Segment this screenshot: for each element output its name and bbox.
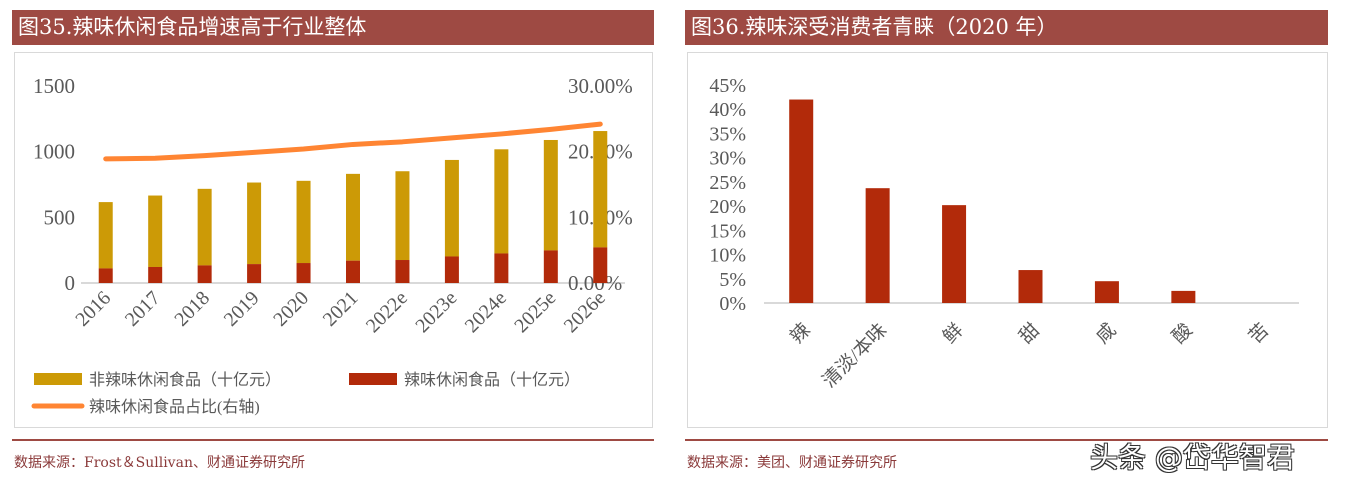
legend-label: 辣味休闲食品（十亿元）	[404, 371, 580, 389]
x-tick-label: 2024e	[461, 287, 511, 337]
legend-swatch-non-spicy	[34, 373, 82, 385]
y-tick-label: 40%	[709, 99, 746, 121]
bar	[1094, 281, 1119, 303]
bar	[789, 99, 814, 304]
bar-non-spicy	[494, 149, 509, 254]
bar-non-spicy	[395, 171, 410, 261]
x-tick-label: 清淡/本味	[818, 319, 891, 392]
bar-non-spicy	[247, 182, 262, 265]
bar-spicy	[346, 260, 360, 283]
y-tick-label: 0	[65, 271, 76, 295]
y-tick-label: 15%	[709, 220, 746, 242]
legend-swatch-spicy	[349, 373, 397, 385]
x-tick-label: 鲜	[939, 319, 968, 348]
legend-label: 非辣味休闲食品（十亿元）	[89, 371, 281, 389]
left-chart-frame: 0500100015000.00%10.00%20.00%30.00%20162…	[14, 52, 653, 428]
y-tick-label: 20%	[709, 196, 746, 218]
bar-spicy	[543, 250, 558, 283]
bar-non-spicy	[346, 173, 360, 261]
divider	[685, 439, 1328, 441]
bar-non-spicy	[543, 139, 558, 251]
bar-non-spicy	[98, 202, 113, 269]
left-chart-title: 图35.辣味休闲食品增速高于行业整体	[12, 10, 654, 45]
y-tick-label: 1000	[33, 140, 75, 164]
right-source: 数据来源：美团、财通证券研究所	[687, 455, 897, 471]
bar-non-spicy	[296, 180, 311, 264]
x-tick-label: 2021	[319, 287, 363, 331]
right-chart-title: 图36.辣味深受消费者青睐（2020 年）	[685, 10, 1328, 45]
x-tick-label: 苦	[1244, 319, 1273, 348]
y-tick-label: 1500	[33, 74, 75, 98]
y-tick-label: 5%	[719, 269, 746, 291]
y-tick-label: 30%	[709, 148, 746, 170]
bar	[1171, 290, 1196, 303]
bar	[1018, 270, 1043, 303]
x-tick-label: 酸	[1168, 319, 1197, 348]
bar-non-spicy	[444, 159, 459, 257]
y-tick-label: 25%	[709, 172, 746, 194]
y-tick-label: 45%	[709, 75, 746, 97]
watermark: 头条 @岱华智君	[1090, 441, 1295, 474]
bar	[942, 205, 967, 303]
y-tick-label: 10%	[709, 245, 746, 267]
bar-non-spicy	[197, 188, 212, 266]
bar	[865, 188, 890, 303]
left-chart: 0500100015000.00%10.00%20.00%30.00%20162…	[31, 74, 633, 416]
bar-spicy	[395, 260, 410, 283]
right-chart-frame: 0% 5% 10% 15% 20% 25% 30% 35% 40% 45% 辣清淡/本味 鲜 甜 咸 酸 苦	[687, 52, 1328, 428]
bar-spicy	[444, 256, 459, 283]
bar-spicy	[593, 247, 608, 283]
x-tick-label: 甜	[1015, 319, 1044, 348]
x-tick-label: 2025e	[510, 287, 560, 337]
x-tick-label: 2023e	[411, 287, 461, 337]
bar-non-spicy	[593, 131, 608, 248]
y-tick-label: 35%	[709, 123, 746, 145]
y-tick-label: 500	[44, 205, 76, 229]
legend-label: 辣味休闲食品占比(右轴)	[89, 398, 260, 416]
x-tick-label: 2020	[269, 287, 313, 331]
bar-spicy	[247, 264, 262, 283]
bar-spicy	[494, 253, 509, 283]
x-tick-label: 2022e	[362, 287, 412, 337]
x-tick-label: 咸	[1091, 319, 1120, 348]
bar-spicy	[197, 265, 212, 283]
right-chart: 0%5%10% 15%20%25%30% 35%40%45% 辣 清淡/本味 鲜 甜 咸 酸 苦	[709, 75, 1299, 392]
y2-tick-label: 30.00%	[568, 74, 633, 98]
bar-spicy	[148, 266, 163, 283]
x-tick-label: 2019	[220, 287, 264, 331]
left-source: 数据来源：Frost＆Sullivan、财通证券研究所	[14, 455, 305, 471]
bar-non-spicy	[148, 195, 163, 267]
line-spicy-share	[103, 121, 603, 162]
bar-spicy	[296, 263, 311, 283]
x-tick-label: 2016	[71, 287, 115, 331]
x-tick-label: 2017	[121, 287, 165, 331]
y-tick-label: 0%	[719, 293, 746, 315]
divider	[12, 439, 654, 441]
x-tick-label: 2018	[170, 287, 214, 331]
x-tick-label: 辣	[786, 319, 815, 348]
bar-spicy	[98, 268, 113, 283]
